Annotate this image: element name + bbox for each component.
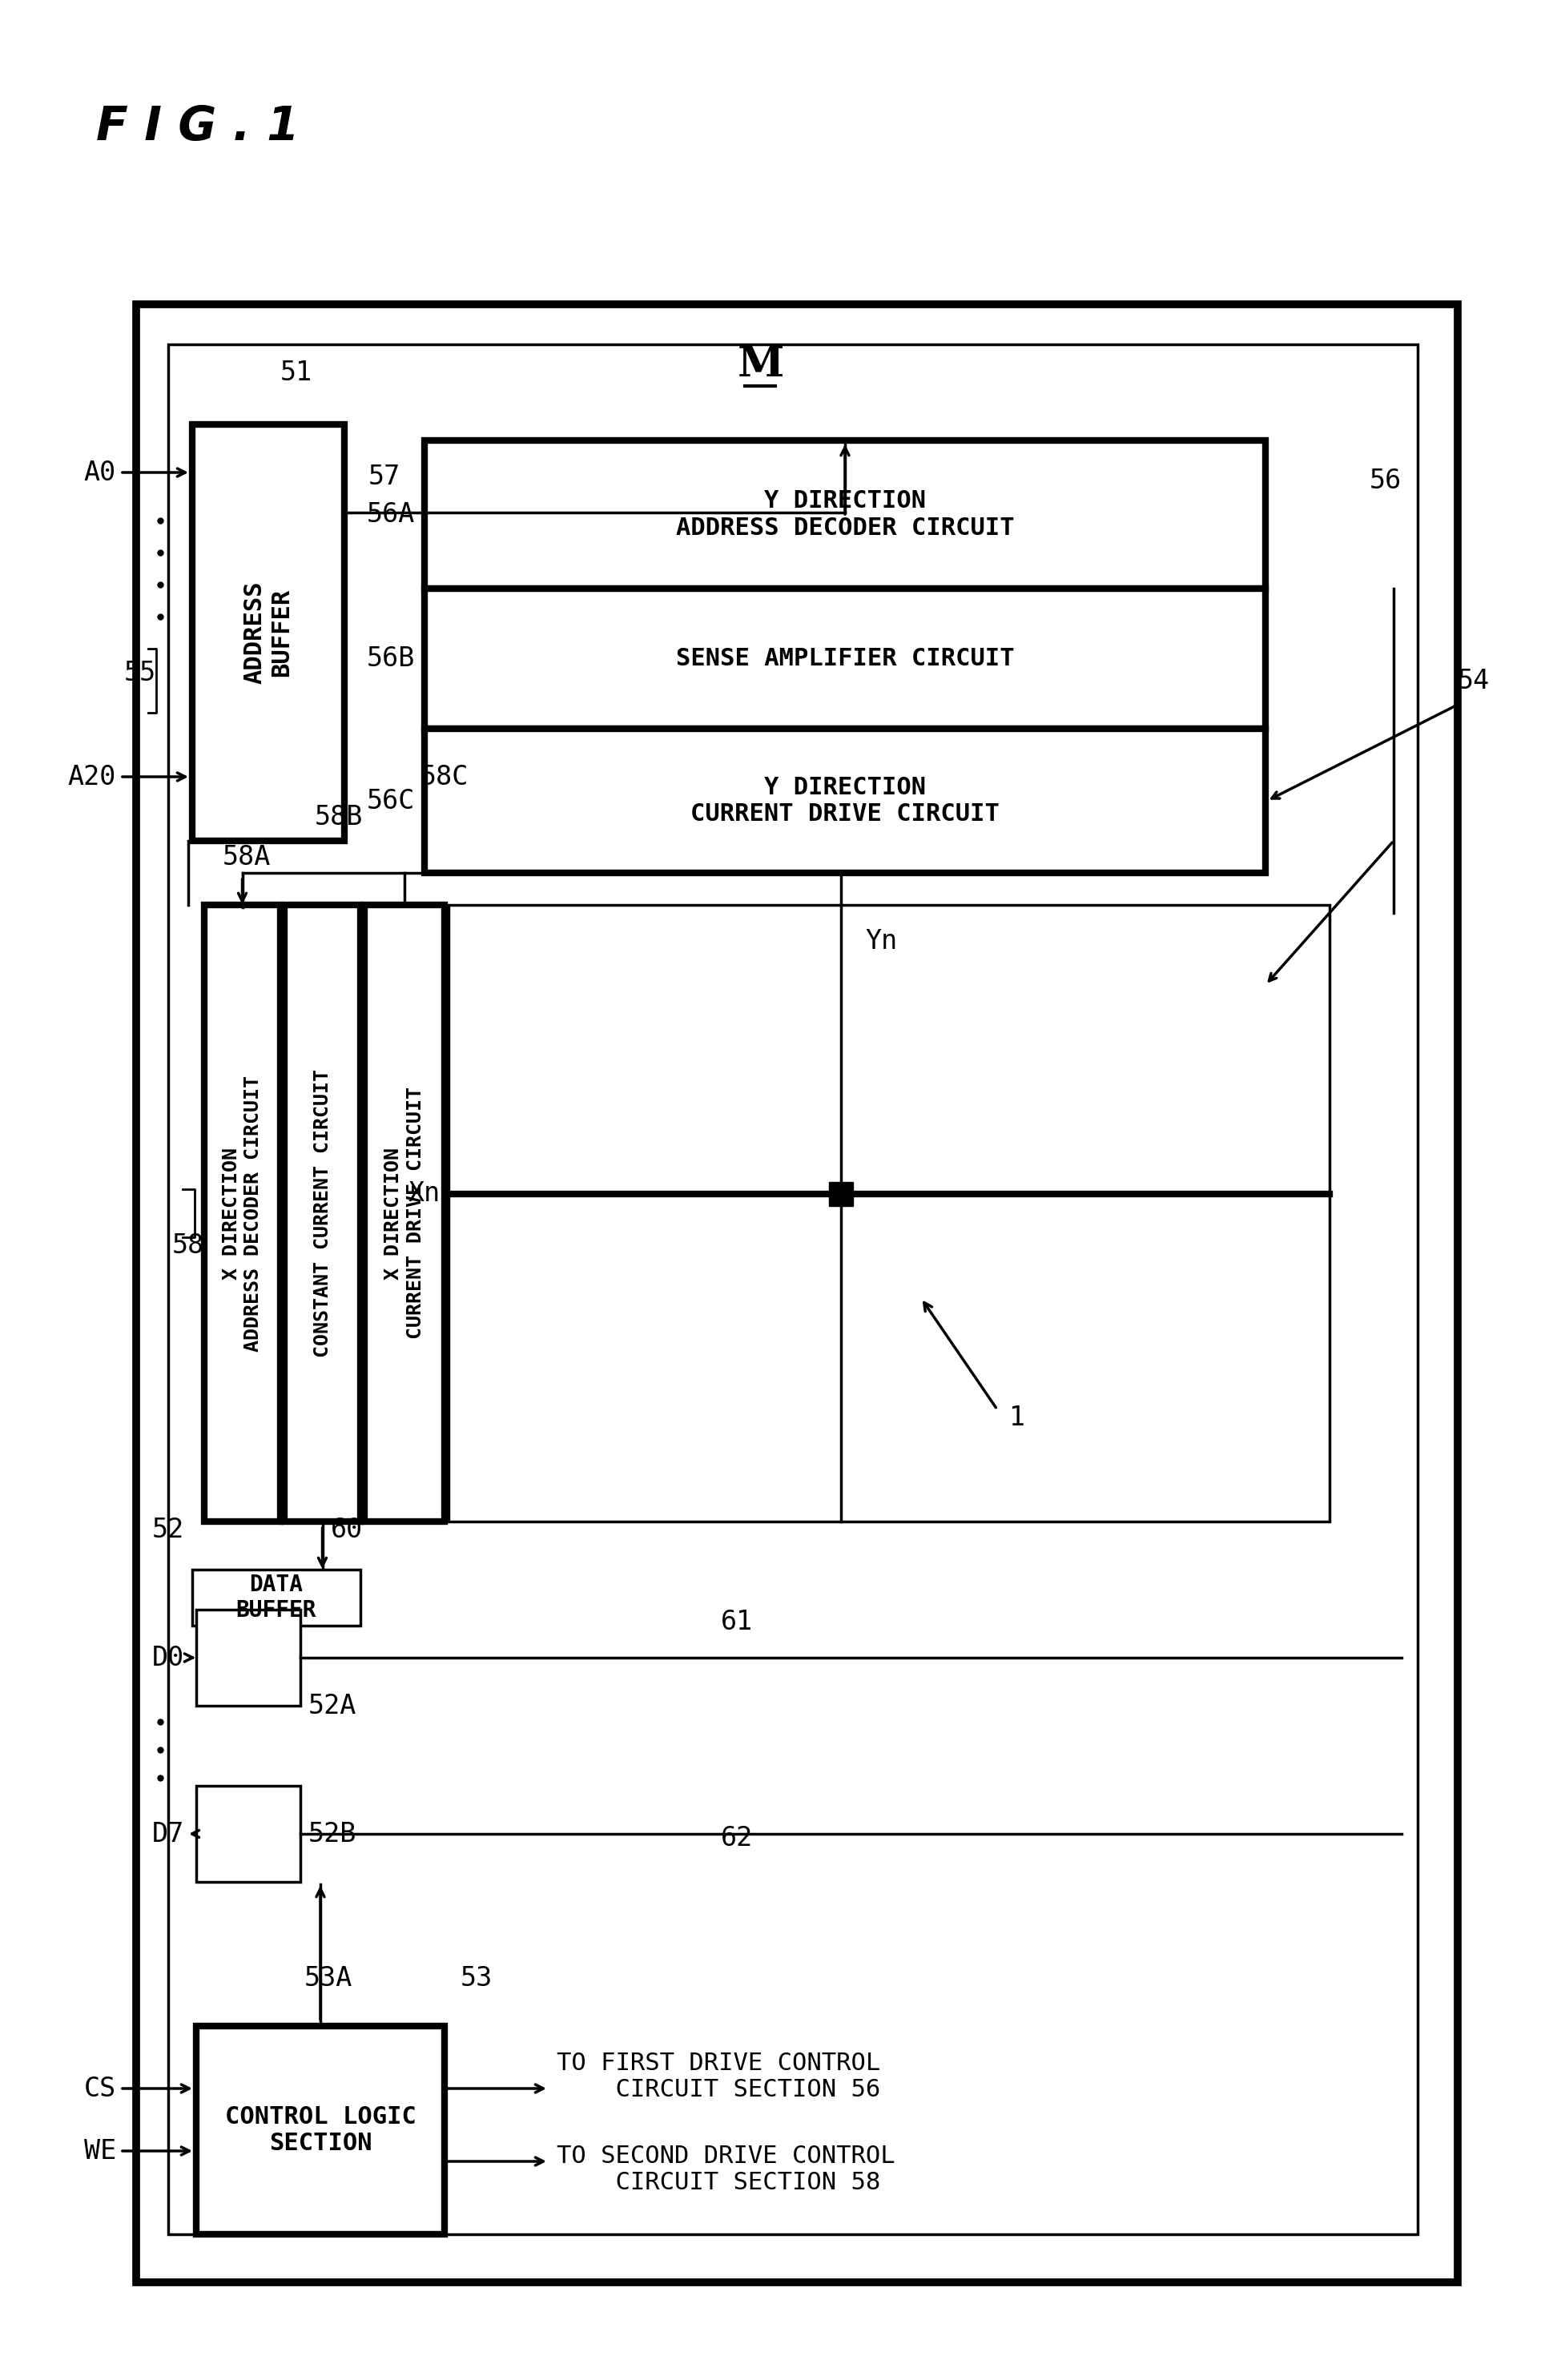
Text: Yn: Yn: [864, 928, 897, 954]
Text: ADDRESS
BUFFER: ADDRESS BUFFER: [243, 581, 293, 683]
Bar: [136, 305, 1458, 2282]
Text: CS: CS: [84, 2075, 116, 2102]
Bar: [449, 904, 1329, 1521]
Bar: [192, 1568, 361, 1626]
Text: D7: D7: [152, 1821, 184, 1847]
Bar: [204, 904, 280, 1521]
Text: 56C: 56C: [367, 788, 415, 814]
Text: 58: 58: [172, 1233, 204, 1259]
Text: WE: WE: [84, 2137, 116, 2163]
Bar: [197, 1785, 301, 1883]
Text: 55: 55: [124, 659, 156, 685]
Text: Y DIRECTION
ADDRESS DECODER CIRCUIT: Y DIRECTION ADDRESS DECODER CIRCUIT: [675, 490, 1015, 540]
Text: Xn: Xn: [409, 1180, 440, 1207]
Text: M: M: [737, 345, 784, 386]
Text: 57: 57: [369, 464, 401, 490]
Bar: [424, 728, 1266, 873]
Text: 52: 52: [152, 1516, 184, 1542]
Text: Y DIRECTION
CURRENT DRIVE CIRCUIT: Y DIRECTION CURRENT DRIVE CIRCUIT: [691, 776, 999, 826]
Text: 56A: 56A: [367, 502, 415, 528]
Text: 54: 54: [1458, 669, 1490, 695]
Text: 56: 56: [1369, 469, 1402, 495]
Bar: [829, 1183, 853, 1207]
Text: 56B: 56B: [367, 645, 415, 671]
Text: A0: A0: [84, 459, 116, 486]
Text: 58A: 58A: [222, 845, 271, 871]
Text: 53A: 53A: [304, 1966, 353, 1992]
Bar: [364, 904, 445, 1521]
Bar: [197, 1609, 301, 1706]
Text: 51: 51: [280, 359, 313, 386]
Bar: [424, 588, 1266, 728]
Text: X DIRECTION
ADDRESS DECODER CIRCUIT: X DIRECTION ADDRESS DECODER CIRCUIT: [222, 1076, 263, 1352]
Text: F I G . 1: F I G . 1: [96, 105, 299, 150]
Text: TO SECOND DRIVE CONTROL
    CIRCUIT SECTION 58: TO SECOND DRIVE CONTROL CIRCUIT SECTION …: [556, 2144, 895, 2194]
Bar: [169, 345, 1417, 2235]
Text: CONSTANT CURRENT CIRCUIT: CONSTANT CURRENT CIRCUIT: [313, 1069, 331, 1357]
Bar: [197, 2025, 445, 2235]
Text: SENSE AMPLIFIER CIRCUIT: SENSE AMPLIFIER CIRCUIT: [675, 647, 1015, 671]
Text: D0: D0: [152, 1645, 184, 1671]
Text: A20: A20: [68, 764, 116, 790]
Text: DATA
BUFFER: DATA BUFFER: [235, 1573, 316, 1621]
Text: 61: 61: [720, 1609, 753, 1635]
Text: 53: 53: [460, 1966, 493, 1992]
Bar: [424, 440, 1266, 588]
Bar: [285, 904, 361, 1521]
Text: 58B: 58B: [314, 804, 362, 831]
Text: CONTROL LOGIC
SECTION: CONTROL LOGIC SECTION: [225, 2104, 417, 2156]
Text: 52A: 52A: [308, 1692, 356, 1718]
Bar: [192, 424, 344, 840]
Text: 1: 1: [1008, 1404, 1025, 1430]
Text: TO FIRST DRIVE CONTROL
    CIRCUIT SECTION 56: TO FIRST DRIVE CONTROL CIRCUIT SECTION 5…: [556, 2052, 880, 2102]
Text: 60: 60: [330, 1516, 362, 1542]
Text: 52B: 52B: [308, 1821, 356, 1847]
Text: X DIRECTION
CURRENT DRIVE CIRCUIT: X DIRECTION CURRENT DRIVE CIRCUIT: [384, 1088, 426, 1340]
Text: 62: 62: [720, 1825, 753, 1852]
Text: 58C: 58C: [420, 764, 469, 790]
